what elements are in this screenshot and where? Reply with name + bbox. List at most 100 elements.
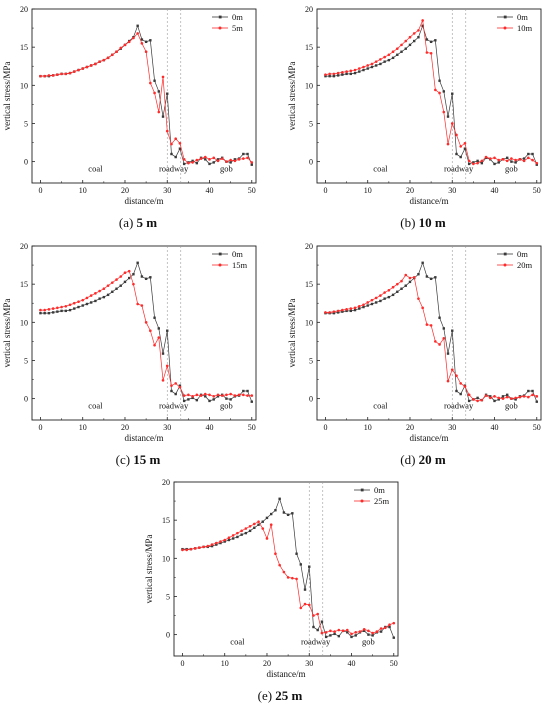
data-point-25m [261,527,265,530]
data-point-20m [467,393,471,397]
data-point-5m [144,50,148,54]
data-point-0m [438,79,441,82]
data-point-25m [202,545,205,549]
data-point-15m [246,394,249,397]
data-point-0m [531,389,534,393]
data-point-0m [345,309,348,313]
data-point-25m [337,628,341,632]
data-point-5m [191,161,194,164]
data-point-0m [81,304,84,307]
data-point-0m [455,389,458,393]
data-point-10m [391,50,395,54]
data-point-20m [514,396,517,400]
data-point-0m [354,634,357,637]
data-point-0m [489,395,492,398]
data-point-0m [64,309,68,313]
data-point-25m [384,626,387,630]
data-point-0m [379,62,382,66]
data-point-20m [442,337,446,340]
data-point-25m [324,631,328,634]
data-point-15m [68,303,72,307]
data-point-0m [522,157,526,160]
legend-entry-0m: 0m [517,12,528,22]
series-line-0m [325,24,538,165]
data-point-15m [119,275,123,278]
data-point-10m [336,71,340,75]
data-point-20m [455,374,458,378]
data-point-0m [451,329,454,332]
data-point-0m [514,398,517,401]
data-point-25m [282,570,286,574]
data-point-0m [379,630,383,633]
data-point-25m [367,629,370,633]
data-point-0m [505,393,509,397]
legend-marker [218,15,222,19]
data-point-0m [39,311,42,315]
data-point-15m [60,305,63,309]
data-point-0m [413,39,416,43]
data-point-0m [350,635,353,639]
data-point-15m [149,329,152,333]
data-point-10m [467,159,471,163]
data-point-0m [434,276,437,279]
data-point-0m [208,162,211,166]
x-tick-label: 30 [163,423,171,432]
y-tick-label: 20 [20,242,28,251]
data-point-0m [227,538,231,542]
data-point-0m [527,152,530,156]
data-point-5m [178,142,182,145]
y-tick-label: 0 [309,158,313,167]
data-point-10m [345,70,348,73]
data-point-0m [136,261,139,264]
data-point-0m [248,529,252,533]
data-point-0m [396,53,399,56]
legend-entry-0m: 0m [232,12,243,22]
data-point-20m [493,395,496,398]
data-point-5m [182,158,186,161]
data-point-15m [212,395,216,398]
legend-marker [218,263,222,267]
data-point-15m [106,284,110,287]
x-tick-label: 50 [533,186,541,195]
data-point-0m [366,304,369,307]
y-tick-label: 15 [20,280,28,289]
x-tick-label: 40 [206,186,214,195]
data-point-25m [350,632,353,636]
data-point-10m [434,88,437,92]
caption-letter: (a) [119,215,133,230]
data-point-15m [153,343,156,347]
data-point-20m [383,291,386,294]
data-point-5m [220,157,224,160]
data-point-25m [210,543,214,546]
data-point-15m [233,394,237,397]
y-tick-label: 5 [309,356,313,365]
legend-marker [218,252,222,256]
data-point-5m [127,40,131,44]
data-point-25m [265,537,269,540]
data-point-0m [244,531,248,535]
x-tick-label: 0 [180,659,184,668]
data-point-0m [144,277,148,281]
caption-text: 15 m [130,452,161,467]
data-point-15m [81,298,85,302]
data-point-5m [149,81,152,85]
x-tick-label: 0 [323,423,327,432]
data-point-5m [170,142,173,146]
data-point-0m [353,308,357,312]
data-point-25m [231,534,235,537]
data-point-0m [170,152,173,156]
x-tick-label: 20 [121,186,129,195]
data-point-10m [463,142,467,145]
data-point-5m [157,110,161,114]
data-point-15m [242,393,245,397]
data-point-0m [225,397,228,400]
data-point-10m [505,159,509,163]
data-point-0m [417,273,420,276]
legend-entry-0m: 0m [517,249,528,259]
data-point-0m [442,90,445,93]
legend-entry-25m: 25m [374,496,390,506]
panel-caption: (a) 5 m [119,215,157,230]
data-point-5m [216,159,220,163]
x-tick-label: 40 [348,659,356,668]
caption-letter: (c) [116,452,130,467]
